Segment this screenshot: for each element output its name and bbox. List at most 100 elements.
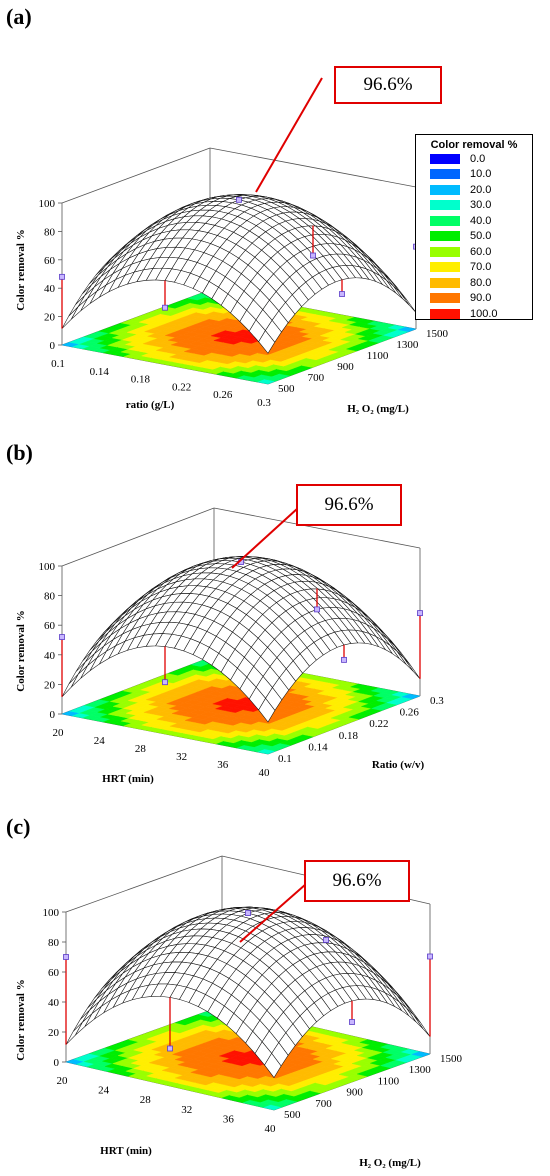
y-tick-label: 1300	[409, 1064, 432, 1076]
legend-entry: 20.0	[430, 182, 532, 198]
y-tick-label: 0.18	[339, 730, 359, 742]
legend-entry: 50.0	[430, 229, 532, 245]
z-tick-label: 40	[44, 283, 56, 295]
z-tick-label: 100	[43, 907, 60, 919]
legend-swatch	[430, 169, 460, 180]
z-tick-label: 40	[44, 650, 56, 662]
y-tick-label: 0.14	[308, 741, 328, 753]
legend-label: 30.0	[470, 199, 492, 212]
y-ticks: 500 700 900 1100 1300 1500	[284, 1053, 463, 1121]
y-ticks: 0.1 0.14 0.18 0.22 0.26 0.3	[278, 695, 444, 765]
x-tick-label: 28	[135, 743, 147, 755]
legend-label: 20.0	[470, 183, 492, 196]
surface-cell	[389, 645, 407, 665]
legend-label: 50.0	[470, 230, 492, 243]
z-tick-label: 80	[44, 226, 56, 238]
design-point	[59, 634, 65, 640]
design-point	[167, 1045, 173, 1052]
contour-cell	[401, 693, 421, 700]
design-point	[162, 679, 168, 686]
x-ticks: 0.1 0.14 0.18 0.22 0.26 0.3	[51, 358, 271, 409]
y-tick-label: 500	[278, 383, 295, 395]
legend-label: 100.0	[470, 307, 498, 320]
legend-swatch	[430, 184, 460, 195]
x-ticks: 20 24 28 32 36 40	[57, 1075, 277, 1135]
response-surface	[65, 906, 431, 1079]
x-tick-label: 40	[265, 1123, 277, 1135]
z-tick-label: 20	[48, 1027, 60, 1039]
z-tick-label: 60	[48, 967, 60, 979]
y-axis-label: Ratio (w/v)	[372, 759, 425, 771]
legend-title: Color removal %	[430, 139, 518, 151]
legend-swatch	[430, 215, 460, 226]
x-tick-label: 0.3	[257, 397, 271, 409]
legend-swatch	[430, 153, 460, 164]
surface-plot-b: 0204060801002024283236400.10.140.180.220…	[15, 507, 444, 785]
y-tick-label: 500	[284, 1109, 301, 1121]
response-surface	[61, 194, 417, 354]
legend-entry: 0.0	[430, 151, 532, 167]
x-tick-label: 28	[140, 1094, 152, 1106]
legend-swatch	[430, 246, 460, 257]
surface-cell	[264, 1052, 282, 1079]
legend-label: 60.0	[470, 245, 492, 258]
x-tick-label: 32	[176, 751, 187, 763]
design-point	[341, 656, 347, 663]
surface-cell	[65, 1021, 83, 1045]
axis-line	[65, 855, 223, 913]
y-ticks: 500 700 900 1100 1300 1500	[278, 328, 449, 395]
y-tick-label: 700	[308, 372, 325, 384]
legend-entry: 90.0	[430, 291, 532, 307]
x-tick-label: 20	[57, 1075, 69, 1087]
design-point	[162, 304, 168, 311]
callout-pointer	[255, 77, 323, 193]
y-tick-label: 700	[315, 1098, 332, 1110]
design-point	[59, 273, 65, 280]
x-tick-label: 24	[94, 735, 106, 747]
z-tick-label: 80	[48, 937, 60, 949]
z-tick-label: 40	[48, 997, 60, 1009]
z-tick-label: 100	[39, 198, 56, 210]
x-tick-label: 0.22	[172, 381, 191, 393]
contour-cell	[411, 1051, 431, 1058]
legend-swatch	[430, 293, 460, 304]
legend-swatch	[430, 277, 460, 288]
z-tick-label: 80	[44, 591, 56, 603]
panel-label: (b)	[6, 440, 33, 465]
surface-cell	[61, 306, 79, 329]
z-tick-label: 20	[44, 312, 56, 324]
z-tick-label: 0	[50, 709, 56, 721]
x-tick-label: 36	[223, 1113, 235, 1125]
y-tick-label: 0.3	[430, 695, 444, 707]
z-tick-label: 0	[54, 1057, 60, 1069]
legend-swatch	[430, 200, 460, 211]
x-tick-label: 0.26	[213, 389, 233, 401]
callout-pointer	[239, 883, 307, 943]
color-legend: Color removal % 0.0 10.0 20.0 30.0 40.0 50.0 6…	[415, 134, 533, 320]
x-tick-label: 24	[98, 1085, 110, 1097]
design-points	[63, 910, 433, 1052]
legend-entry: 40.0	[430, 213, 532, 229]
x-axis-label: HRT (min)	[100, 1145, 152, 1157]
peak-callout: 96.6%	[304, 860, 410, 902]
x-tick-label: 0.18	[131, 374, 151, 386]
axis-line	[61, 147, 211, 204]
z-tick-label: 60	[44, 620, 56, 632]
legend-label: 70.0	[470, 261, 492, 274]
z-axis-label: Color removal %	[15, 229, 27, 310]
y-axis-label: H₂ O₂ (mg/L)	[347, 403, 409, 415]
response-surface	[61, 556, 421, 723]
z-ticks: 0 20 40 60 80 100	[43, 907, 66, 1069]
design-point	[417, 610, 423, 617]
legend-entry: 10.0	[430, 167, 532, 183]
surface-cell	[258, 330, 276, 354]
design-points	[59, 559, 423, 697]
y-tick-label: 1300	[396, 339, 419, 351]
legend-swatch	[430, 262, 460, 273]
z-tick-label: 0	[50, 340, 56, 352]
callout-pointer	[231, 507, 299, 569]
z-tick-label: 100	[39, 561, 56, 573]
y-tick-label: 900	[346, 1087, 363, 1099]
y-axis-label: H₂ O₂ (mg/L)	[359, 1157, 421, 1169]
surface-cell	[258, 697, 276, 723]
